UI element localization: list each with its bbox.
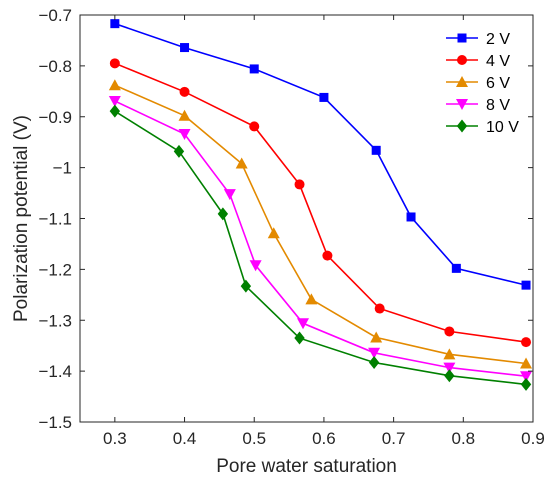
legend-marker (456, 76, 468, 87)
y-tick-label: −0.9 (38, 108, 72, 127)
x-tick-label: 0.3 (103, 429, 127, 448)
data-point (178, 109, 191, 121)
series-line (114, 22, 527, 286)
y-tick-label: −0.7 (38, 6, 72, 25)
series-line (114, 84, 527, 365)
data-point (319, 92, 329, 102)
data-point (368, 355, 380, 369)
data-point (444, 369, 455, 383)
data-point (179, 86, 190, 97)
x-tick-label: 0.7 (382, 429, 406, 448)
series-line (114, 62, 527, 343)
legend-marker (456, 119, 468, 133)
legend-entry-2: 4 V (446, 53, 510, 70)
x-axis-title: Pore water saturation (216, 456, 397, 477)
data-point (235, 157, 248, 169)
y-tick-label: −1 (53, 159, 72, 178)
x-tick-label: 0.9 (521, 429, 545, 448)
y-tick-label: −1.1 (38, 210, 72, 229)
plot-area (108, 19, 533, 391)
data-point (217, 207, 229, 221)
data-point (520, 357, 533, 369)
data-point (520, 377, 532, 391)
data-point (374, 303, 385, 314)
y-tick-label: −1.5 (38, 413, 72, 432)
series-line (114, 100, 527, 377)
x-tick-label: 0.4 (173, 429, 197, 448)
data-point (444, 326, 455, 337)
legend-marker (456, 99, 468, 110)
data-point (294, 179, 305, 190)
legend-label: 2 V (486, 31, 510, 48)
data-point (443, 348, 456, 360)
data-point (322, 250, 333, 261)
data-point (109, 58, 120, 69)
axes: 0.3 0.4 0.5 0.6 0.7 0.8 0.9 −1.5 −1.4 −1.3 −1.2 −1.… (38, 6, 544, 448)
data-point (521, 337, 532, 348)
y-tick-label: −0.8 (38, 57, 72, 76)
legend-label: 8 V (486, 97, 510, 114)
data-point (108, 95, 121, 107)
data-point (180, 43, 190, 53)
legend: 2 V 4 V 6 V 8 V 10 V (446, 31, 519, 136)
data-point (267, 227, 280, 239)
data-point (249, 260, 262, 272)
data-point (297, 318, 310, 330)
data-point (249, 64, 259, 74)
legend-marker (457, 33, 467, 43)
legend-entry-1: 2 V (446, 31, 510, 48)
y-tick-label: −1.2 (38, 260, 72, 279)
y-tick-label: −1.3 (38, 311, 72, 330)
data-point (109, 104, 121, 118)
legend-entry-4: 8 V (446, 97, 510, 114)
legend-entry-5: 10 V (446, 119, 519, 136)
series-2 (109, 58, 532, 348)
data-point (370, 331, 383, 343)
data-point (294, 331, 305, 345)
series-4 (108, 95, 533, 383)
series-line (114, 110, 527, 386)
series-5 (109, 104, 532, 391)
data-point (108, 79, 121, 91)
legend-entry-3: 6 V (446, 75, 510, 92)
data-point (371, 145, 381, 155)
data-point (305, 293, 318, 305)
series-3 (108, 79, 533, 369)
x-tick-label: 0.5 (242, 429, 266, 448)
data-point (521, 280, 531, 290)
legend-label: 6 V (486, 75, 510, 92)
y-axis-title: Polarization potential (V) (11, 115, 32, 322)
x-tick-label: 0.8 (451, 429, 475, 448)
data-point (240, 279, 252, 293)
legend-label: 4 V (486, 53, 510, 70)
data-point (110, 19, 120, 29)
data-point (368, 347, 381, 359)
data-point (520, 371, 533, 383)
legend-marker (457, 55, 467, 65)
data-point (249, 121, 260, 132)
x-tick-label: 0.6 (312, 429, 336, 448)
data-point (173, 144, 185, 158)
data-point (223, 189, 236, 201)
data-point (178, 129, 191, 141)
data-point (443, 362, 456, 374)
data-point (406, 212, 416, 222)
series-1 (110, 19, 531, 290)
legend-label: 10 V (486, 119, 519, 136)
data-point (451, 263, 461, 273)
y-tick-label: −1.4 (38, 362, 72, 381)
